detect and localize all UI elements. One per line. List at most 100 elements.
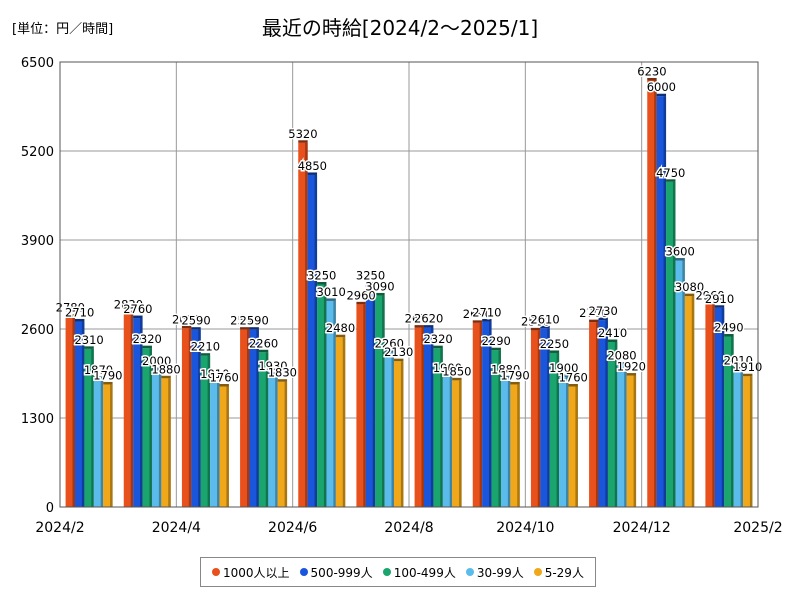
- bar: [626, 375, 637, 507]
- legend-marker: [533, 568, 542, 576]
- bar: [298, 142, 308, 508]
- bar: [589, 322, 599, 507]
- bar-top: [568, 384, 578, 387]
- bar-shade: [382, 295, 385, 507]
- data-label: 2260: [249, 336, 278, 350]
- bar-shade: [323, 284, 327, 507]
- data-label: 1910: [733, 360, 762, 374]
- bar-top: [472, 320, 483, 323]
- bar-shade: [72, 316, 75, 507]
- bar: [191, 329, 201, 507]
- bar: [74, 321, 85, 507]
- bar: [568, 386, 578, 507]
- bar-top: [335, 334, 346, 338]
- bar-shade: [449, 376, 453, 507]
- bar-top: [559, 374, 569, 377]
- bar-top: [356, 301, 366, 305]
- bar-shade: [507, 378, 511, 507]
- bar: [714, 307, 725, 507]
- data-label: 2320: [423, 332, 452, 346]
- data-label: 2590: [181, 314, 210, 328]
- bar: [433, 348, 443, 507]
- data-label: 2590: [240, 314, 269, 328]
- bar: [375, 295, 385, 507]
- bar-shade: [663, 96, 667, 507]
- data-label: 3250: [356, 269, 385, 283]
- bar: [384, 352, 395, 507]
- bar: [607, 342, 618, 507]
- data-label: 1920: [617, 360, 646, 374]
- data-label: 2210: [191, 340, 220, 354]
- bar: [151, 370, 162, 507]
- bar-top: [607, 339, 618, 343]
- bar-shade: [547, 328, 550, 507]
- bar: [93, 378, 104, 507]
- data-label: 2830: [114, 297, 143, 311]
- data-label: 1760: [559, 371, 588, 385]
- legend-item: 500-999人: [299, 564, 373, 581]
- data-label: 1850: [442, 364, 471, 378]
- bar-top: [317, 282, 327, 285]
- bar-top: [724, 334, 734, 337]
- bar: [724, 336, 734, 507]
- bar-shade: [226, 386, 229, 507]
- legend-label: 30-99人: [476, 565, 524, 580]
- bar-top: [647, 77, 657, 81]
- bar-shade: [517, 384, 520, 507]
- bar-top: [161, 375, 171, 379]
- bar-top: [240, 327, 250, 330]
- data-label: 2580: [521, 314, 550, 328]
- bar-top: [123, 310, 134, 314]
- bar-shade: [256, 329, 259, 507]
- x-tick-label: 2024/10: [496, 520, 554, 536]
- y-tick-label: 5200: [21, 145, 54, 160]
- bar-shade: [624, 364, 627, 507]
- bar-top: [394, 358, 404, 362]
- bar-shade: [372, 284, 376, 507]
- data-label: 3250: [307, 269, 336, 283]
- y-tick-label: 0: [46, 501, 54, 516]
- bar-top: [277, 379, 288, 382]
- data-label: 6000: [647, 80, 676, 94]
- bar-top: [714, 305, 725, 308]
- data-label: 2620: [405, 312, 434, 326]
- bar-shade: [110, 384, 113, 507]
- data-labels: 2780271023101870179028302760232020001880…: [54, 63, 764, 386]
- chart-title: 最近の時給[2024/2〜2025/1]: [261, 16, 539, 40]
- bar-shade: [246, 329, 250, 507]
- bar: [335, 337, 346, 507]
- bar-shade: [168, 378, 171, 507]
- bar-shade: [749, 376, 753, 507]
- bar: [423, 327, 434, 507]
- bar-shade: [140, 318, 143, 507]
- bar-shade: [342, 337, 346, 507]
- bar: [277, 381, 288, 507]
- data-label: 3090: [365, 279, 394, 293]
- data-label: 2410: [598, 326, 627, 340]
- data-label: 4750: [656, 166, 685, 180]
- bar-top: [210, 380, 220, 384]
- bar: [181, 328, 192, 507]
- bar-shade: [498, 350, 501, 507]
- data-label: 2620: [414, 312, 443, 326]
- bar-top: [307, 172, 318, 175]
- bar-shade: [207, 355, 211, 507]
- bar: [598, 320, 608, 507]
- bar: [656, 96, 667, 507]
- bar-shade: [556, 352, 560, 507]
- data-label: 3010: [317, 285, 346, 299]
- bar-shade: [691, 296, 695, 507]
- x-tick-label: 2024/6: [268, 520, 317, 536]
- data-label: 2730: [589, 304, 618, 318]
- bar: [617, 364, 627, 507]
- x-tick-label: 2024/8: [384, 520, 433, 536]
- bar-top: [74, 318, 85, 322]
- data-label: 1790: [93, 368, 122, 382]
- legend: 1000人以上 500-999人 100-499人 30-99人 5-29人: [200, 557, 596, 587]
- bar: [210, 383, 220, 507]
- grid-lines: [60, 62, 758, 507]
- bar-shade: [333, 300, 336, 507]
- y-tick-label: 1300: [21, 412, 54, 427]
- data-label: 3080: [675, 280, 704, 294]
